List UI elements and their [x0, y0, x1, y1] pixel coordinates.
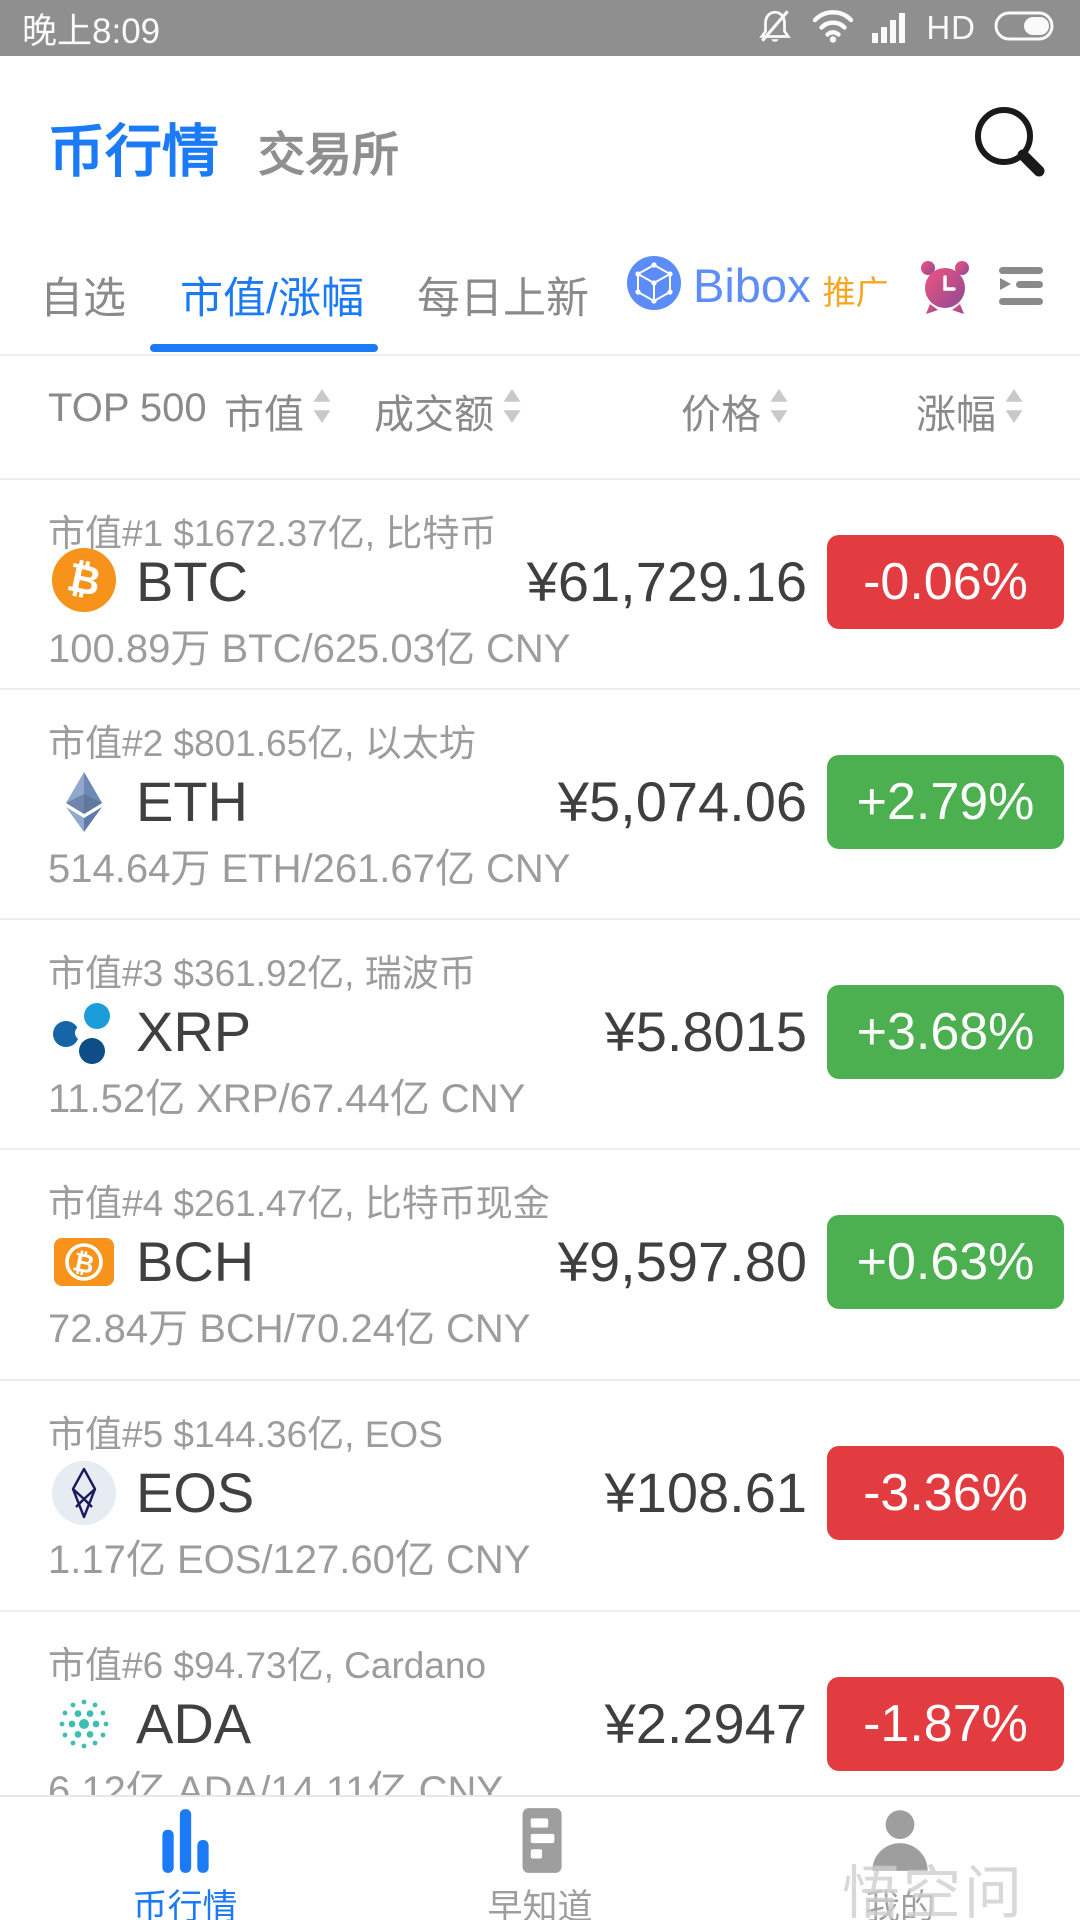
column-label: 价格	[681, 393, 761, 437]
change-badge[interactable]: +2.79%	[827, 755, 1064, 849]
tabs-divider	[0, 354, 1080, 356]
eos-icon	[52, 1461, 116, 1525]
status-time: 晚上8:09	[22, 11, 161, 51]
alert-button[interactable]	[918, 258, 972, 318]
bibox-promo-banner[interactable]: Bibox 推广	[627, 254, 889, 316]
change-badge[interactable]: -3.36%	[827, 1446, 1064, 1540]
table-row[interactable]: 市值#6 $94.73亿, Cardano ADA ¥2.2947 -1.87%…	[0, 1612, 1080, 1812]
marketcap-line: 市值#6 $94.73亿, Cardano	[48, 1645, 487, 1686]
xrp-icon	[52, 1000, 116, 1064]
bar-chart-icon	[148, 1803, 222, 1877]
volume-line: 514.64万 ETH/261.67亿 CNY	[48, 847, 571, 891]
volume-line: 72.84万 BCH/70.24亿 CNY	[48, 1307, 531, 1351]
nav-item-profile[interactable]: 我的	[790, 1797, 1010, 1920]
change-badge[interactable]: +3.68%	[827, 985, 1064, 1079]
column-label: 成交额	[374, 393, 494, 437]
marketcap-line: 市值#3 $361.92亿, 瑞波币	[48, 953, 476, 994]
coin-symbol: BCH	[136, 1230, 255, 1293]
search-button[interactable]	[960, 92, 1060, 192]
table-row[interactable]: 市值#3 $361.92亿, 瑞波币 XRP ¥5.8015 +3.68% 11…	[0, 920, 1080, 1150]
filter-list-icon	[996, 267, 1046, 312]
bottom-nav: 币行情 早知道 我的	[0, 1795, 1080, 1920]
tab-daily-new[interactable]: 每日上新	[417, 275, 589, 323]
sort-column-price[interactable]: 价格	[681, 382, 790, 440]
volume-line: 100.89万 BTC/625.03亿 CNY	[48, 627, 571, 671]
sort-column-marketcap[interactable]: 市值	[224, 382, 333, 440]
mute-bell-icon	[756, 7, 794, 50]
coin-price: ¥5.8015	[604, 1000, 807, 1063]
eth-icon	[52, 770, 116, 834]
marketcap-line: 市值#2 $801.65亿, 以太坊	[48, 723, 476, 764]
marketcap-line: 市值#4 $261.47亿, 比特币现金	[48, 1183, 550, 1224]
change-badge[interactable]: -0.06%	[827, 535, 1064, 629]
table-header-divider	[0, 478, 1080, 480]
signal-icon	[872, 9, 908, 48]
btc-icon: ₿	[52, 548, 116, 612]
sort-arrows-icon	[768, 388, 790, 434]
promo-tag-label: 推广	[822, 274, 889, 311]
table-row[interactable]: 市值#4 $261.47亿, 比特币现金 ₿ BCH ¥9,597.80 +0.…	[0, 1150, 1080, 1381]
sort-filter-button[interactable]	[996, 266, 1046, 308]
nav-item-news[interactable]: 早知道	[430, 1797, 650, 1920]
coin-price: ¥108.61	[604, 1461, 807, 1524]
marketcap-line: 市值#5 $144.36亿, EOS	[48, 1414, 443, 1455]
coin-symbol: BTC	[136, 550, 248, 613]
table-row[interactable]: 市值#1 $1672.37亿, 比特币 ₿ BTC ¥61,729.16 -0.…	[0, 480, 1080, 690]
sort-column-volume[interactable]: 成交额	[374, 382, 523, 440]
table-row[interactable]: 市值#2 $801.65亿, 以太坊 ETH ¥5,074.06 +2.79% …	[0, 690, 1080, 920]
coin-symbol: XRP	[136, 1000, 252, 1063]
coin-price: ¥9,597.80	[557, 1230, 807, 1293]
nav-label: 早知道	[487, 1888, 593, 1920]
coin-price: ¥2.2947	[604, 1692, 807, 1755]
sort-arrows-icon	[311, 388, 333, 434]
search-icon	[960, 107, 1060, 196]
tab-exchange-title[interactable]: 交易所	[258, 128, 399, 181]
news-icon	[503, 1803, 577, 1877]
change-badge[interactable]: -1.87%	[827, 1677, 1064, 1771]
wifi-icon	[812, 9, 854, 48]
alarm-clock-icon	[918, 261, 972, 322]
coin-symbol: ETH	[136, 770, 248, 833]
watermark-text: 悟空问答	[842, 1861, 1026, 1920]
table-row[interactable]: 市值#5 $144.36亿, EOS EOS ¥108.61 -3.36% 1.…	[0, 1381, 1080, 1612]
volume-line: 11.52亿 XRP/67.44亿 CNY	[48, 1077, 526, 1121]
top500-label: TOP 500	[48, 386, 207, 430]
person-icon	[863, 1803, 937, 1877]
tab-coin-market-title[interactable]: 币行情	[48, 120, 219, 184]
coin-price: ¥5,074.06	[557, 770, 807, 833]
volume-line: 1.17亿 EOS/127.60亿 CNY	[48, 1538, 531, 1582]
column-label: 市值	[224, 393, 304, 437]
tab-marketcap-change[interactable]: 市值/涨幅	[180, 275, 364, 323]
status-icons: HD	[756, 7, 1058, 50]
ada-icon	[52, 1692, 116, 1756]
column-label: 涨幅	[916, 393, 996, 437]
coin-symbol: ADA	[136, 1692, 252, 1755]
marketcap-line: 市值#1 $1672.37亿, 比特币	[48, 513, 497, 554]
nav-label: 币行情	[132, 1888, 238, 1920]
sort-column-change[interactable]: 涨幅	[916, 382, 1025, 440]
hd-indicator: HD	[926, 9, 976, 46]
coin-symbol: EOS	[136, 1461, 255, 1524]
active-tab-indicator	[150, 344, 378, 352]
bibox-logo-icon	[627, 255, 681, 315]
sort-arrows-icon	[1003, 388, 1025, 434]
change-badge[interactable]: +0.63%	[827, 1215, 1064, 1309]
nav-item-coin-market[interactable]: 币行情	[75, 1797, 295, 1920]
tab-favorites[interactable]: 自选	[40, 275, 126, 323]
status-bar: 晚上8:09	[0, 0, 1080, 56]
battery-icon	[994, 9, 1058, 48]
sort-arrows-icon	[501, 388, 523, 434]
bibox-brand-label: Bibox	[693, 258, 811, 312]
bch-icon: ₿	[52, 1230, 116, 1294]
nav-label: 我的	[864, 1888, 935, 1920]
coin-price: ¥61,729.16	[526, 550, 807, 613]
